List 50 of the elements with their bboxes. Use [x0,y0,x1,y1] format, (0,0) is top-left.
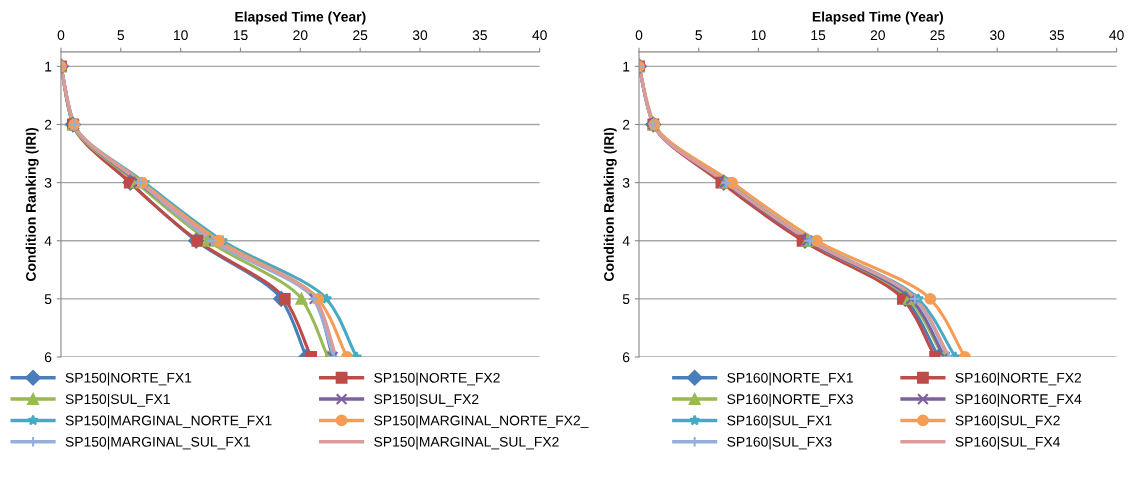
x-tick-label: 35 [1049,30,1065,41]
x-tick-label: 30 [412,30,428,41]
legend-label: SP150|MARGINAL_NORTE_FX2_ [374,415,589,429]
y-tick-label: 4 [622,236,630,246]
legend-label: SP160|SUL_FX2 [955,415,1060,429]
x-tick-label: 10 [173,30,188,41]
y-axis-title: Condition Ranking (IRI) [25,127,39,281]
x-tick-label: 25 [353,30,368,41]
legend-label: SP150|MARGINAL_NORTE_FX1 [65,415,272,429]
x-axis-title: Elapsed Time (Year) [235,11,366,25]
legend-label: SP160|NORTE_FX4 [955,393,1082,407]
x-tick-label: 20 [870,30,885,41]
x-tick-label: 30 [990,30,1005,41]
y-axis-title: Condition Ranking (IRI) [603,127,617,281]
legend-label: SP150|SUL_FX2 [374,393,479,407]
legend-label: SP160|NORTE_FX3 [727,393,853,407]
x-axis-title: Elapsed Time (Year) [812,11,943,25]
y-tick-label: 2 [622,119,630,130]
x-tick-label: 40 [1109,30,1124,41]
y-tick-label: 5 [622,294,630,305]
x-tick-label: 15 [811,30,826,41]
legend-label: SP160|SUL_FX3 [727,436,832,450]
legend-label: SP150|NORTE_FX2 [374,372,500,386]
y-tick-label: 1 [623,61,630,72]
y-tick-label: 4 [44,236,52,246]
x-tick-label: 10 [751,30,766,41]
x-tick-label: 15 [233,30,248,41]
y-tick-label: 3 [622,177,630,188]
legend-label: SP160|SUL_FX1 [727,415,832,429]
legend-label: SP160|NORTE_FX1 [727,372,853,386]
y-tick-label: 6 [44,352,52,363]
x-tick-label: 5 [117,30,125,41]
x-tick-label: 0 [57,30,65,41]
legend-label: SP150|NORTE_FX1 [65,372,192,386]
legend-label: SP150|SUL_FX1 [65,393,170,407]
legend-label: SP150|MARGINAL_SUL_FX2 [374,436,559,450]
legend-label: SP160|SUL_FX4 [955,436,1060,450]
legend-label: SP150|MARGINAL_SUL_FX1 [65,436,251,450]
x-tick-label: 0 [635,30,643,41]
y-tick-label: 2 [44,119,52,130]
x-tick-label: 40 [532,30,547,41]
y-tick-label: 6 [622,352,630,363]
x-tick-label: 5 [695,30,702,41]
y-tick-label: 5 [44,294,52,305]
legend-label: SP160|NORTE_FX2 [955,372,1082,386]
y-tick-label: 1 [45,61,52,72]
y-tick-label: 3 [44,177,52,188]
x-tick-label: 35 [472,30,487,41]
x-tick-label: 20 [293,30,308,41]
x-tick-label: 25 [930,30,945,41]
